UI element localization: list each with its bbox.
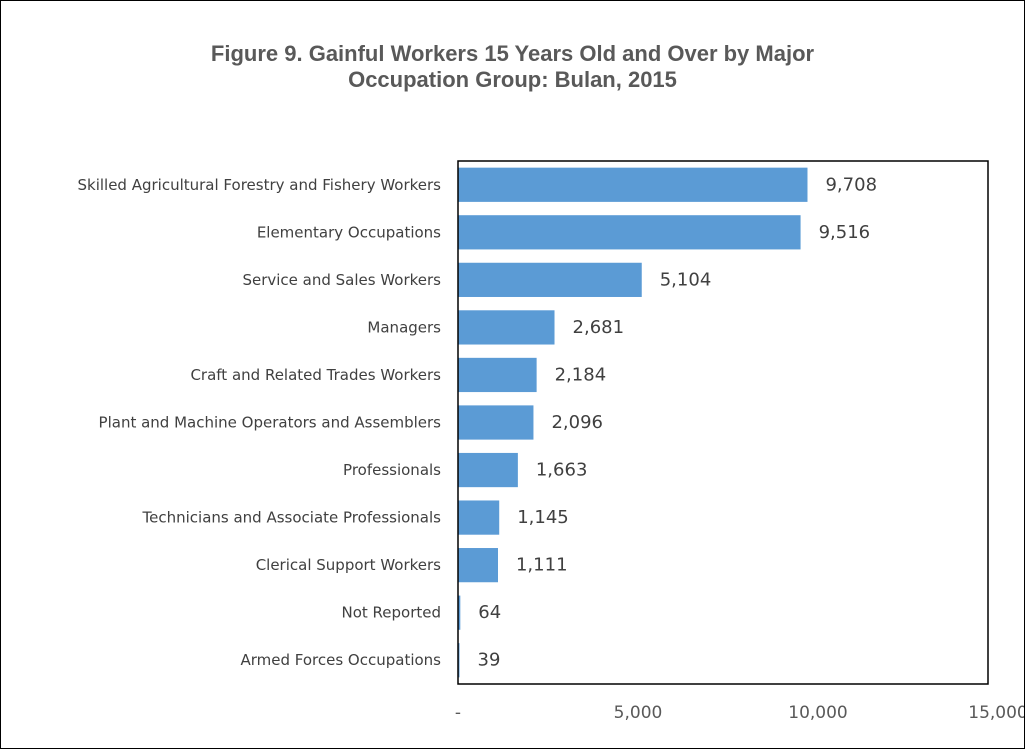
- bar: [458, 595, 461, 630]
- value-label: 1,145: [517, 507, 569, 528]
- category-label: Not Reported: [341, 604, 441, 622]
- chart-title-line-1: Figure 9. Gainful Workers 15 Years Old a…: [210, 41, 815, 66]
- category-label: Armed Forces Occupations: [240, 651, 441, 669]
- category-labels: Skilled Agricultural Forestry and Fisher…: [77, 176, 441, 669]
- value-label: 39: [478, 650, 501, 671]
- value-label: 2,681: [573, 317, 625, 338]
- value-label: 1,111: [516, 555, 568, 576]
- x-tick-label: 10,000: [788, 703, 847, 723]
- bar: [458, 452, 518, 488]
- bar: [458, 310, 555, 345]
- bar: [458, 262, 642, 297]
- category-label: Service and Sales Workers: [242, 271, 441, 289]
- bars-layer: [458, 167, 808, 678]
- value-labels: 9,708 9,516 5,104 2,681 2,184 2,096 1,663 1,145…: [478, 174, 878, 670]
- bar: [458, 500, 500, 535]
- category-label: Clerical Support Workers: [256, 556, 441, 574]
- category-label: Managers: [367, 318, 441, 336]
- value-label: 1,663: [536, 460, 588, 481]
- plot-area: [457, 160, 989, 685]
- category-label: Craft and Related Trades Workers: [190, 366, 441, 384]
- bar: [458, 357, 537, 393]
- chart-title: Figure 9. Gainful Workers 15 Years Old a…: [1, 41, 1024, 93]
- bar: [458, 167, 808, 202]
- value-label: 5,104: [660, 269, 712, 290]
- bar: [458, 405, 534, 440]
- x-tick-label: -: [455, 703, 461, 723]
- value-label: 9,708: [825, 174, 877, 195]
- chart-title-line-2: Occupation Group: Bulan, 2015: [348, 67, 677, 92]
- value-label: 2,096: [551, 412, 603, 433]
- category-label: Professionals: [343, 461, 441, 479]
- value-label: 2,184: [555, 364, 607, 385]
- category-label: Technicians and Associate Professionals: [142, 509, 442, 527]
- category-label: Skilled Agricultural Forestry and Fisher…: [77, 176, 441, 194]
- value-label: 9,516: [819, 222, 871, 243]
- bar: [458, 548, 498, 583]
- x-tick-label: 15,000: [968, 703, 1024, 723]
- x-tick-label: 5,000: [614, 703, 663, 723]
- category-label: Plant and Machine Operators and Assemble…: [99, 414, 442, 432]
- x-axis-tick-labels: - 5,000 10,000 15,000: [455, 703, 1024, 723]
- category-label: Elementary Occupations: [257, 223, 441, 241]
- value-label: 64: [478, 602, 501, 623]
- bar: [458, 215, 801, 250]
